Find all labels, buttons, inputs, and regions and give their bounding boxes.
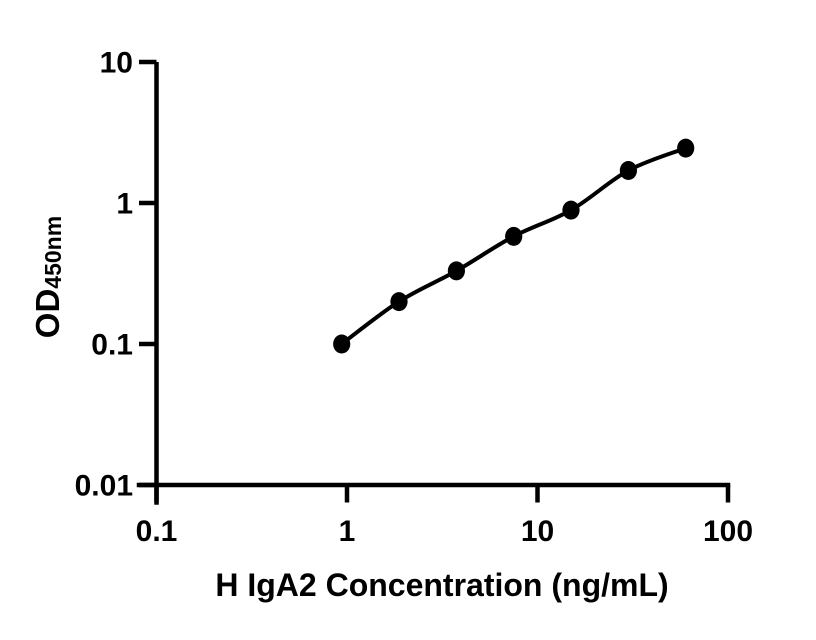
x-axis-title: H IgA2 Concentration (ng/mL) bbox=[215, 567, 669, 603]
y-axis-title-subscript: 450nm bbox=[40, 215, 66, 289]
data-point bbox=[447, 261, 465, 281]
x-tick-label: 0.1 bbox=[136, 515, 178, 548]
y-tick-label: 1 bbox=[116, 188, 133, 221]
y-tick-label: 0.01 bbox=[75, 470, 133, 503]
x-tick-label: 100 bbox=[703, 515, 753, 548]
data-point bbox=[562, 200, 580, 220]
data-point bbox=[619, 161, 638, 180]
data-point bbox=[390, 292, 408, 312]
y-tick-label: 0.1 bbox=[91, 329, 133, 362]
data-point bbox=[333, 334, 351, 354]
data-point bbox=[505, 226, 523, 246]
y-axis-title-main: OD bbox=[29, 288, 66, 339]
y-axis-title: OD450nm bbox=[26, 107, 70, 447]
x-tick-label: 1 bbox=[339, 515, 356, 548]
data-point bbox=[677, 138, 695, 158]
y-tick-label: 10 bbox=[100, 47, 133, 80]
x-tick-label: 10 bbox=[521, 515, 554, 548]
